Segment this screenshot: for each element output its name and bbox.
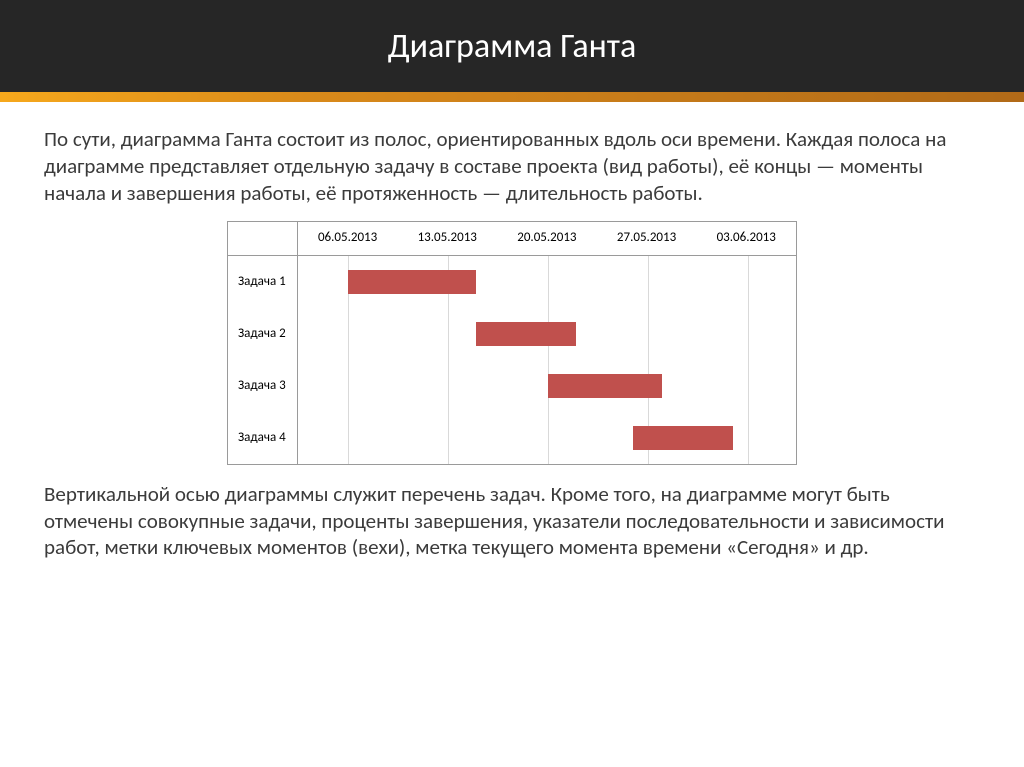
content-area: По сути, диаграмма Ганта состоит из поло…	[0, 102, 1024, 767]
gantt-header-spacer	[228, 222, 298, 255]
gantt-chart-wrap: 06.05.201313.05.201320.05.201327.05.2013…	[44, 221, 980, 465]
gantt-bar	[633, 426, 733, 450]
gantt-bar	[348, 270, 477, 294]
gantt-date-label: 13.05.2013	[397, 222, 497, 255]
outro-paragraph: Вертикальной осью диаграммы служит переч…	[44, 481, 980, 562]
gantt-task-label: Задача 2	[228, 308, 297, 360]
title-bar: Диаграмма Ганта	[0, 0, 1024, 92]
gantt-date-label: 03.06.2013	[696, 222, 796, 255]
gantt-task-labels: Задача 1Задача 2Задача 3Задача 4	[228, 256, 298, 464]
slide: Диаграмма Ганта По сути, диаграмма Ганта…	[0, 0, 1024, 767]
gantt-grid-line	[548, 256, 549, 464]
gantt-bar	[548, 374, 662, 398]
gantt-task-label: Задача 4	[228, 412, 297, 464]
gantt-date-label: 06.05.2013	[298, 222, 398, 255]
gantt-task-label: Задача 3	[228, 360, 297, 412]
gantt-plot-area	[298, 256, 796, 464]
gantt-bar	[476, 322, 576, 346]
gantt-task-label: Задача 1	[228, 256, 297, 308]
gantt-date-label: 27.05.2013	[597, 222, 697, 255]
accent-strip	[0, 92, 1024, 102]
slide-title: Диаграмма Ганта	[388, 26, 637, 67]
gantt-header: 06.05.201313.05.201320.05.201327.05.2013…	[228, 222, 796, 256]
gantt-grid-line	[748, 256, 749, 464]
gantt-chart: 06.05.201313.05.201320.05.201327.05.2013…	[227, 221, 797, 465]
intro-paragraph: По сути, диаграмма Ганта состоит из поло…	[44, 126, 980, 207]
gantt-date-label: 20.05.2013	[497, 222, 597, 255]
gantt-body: Задача 1Задача 2Задача 3Задача 4	[228, 256, 796, 464]
